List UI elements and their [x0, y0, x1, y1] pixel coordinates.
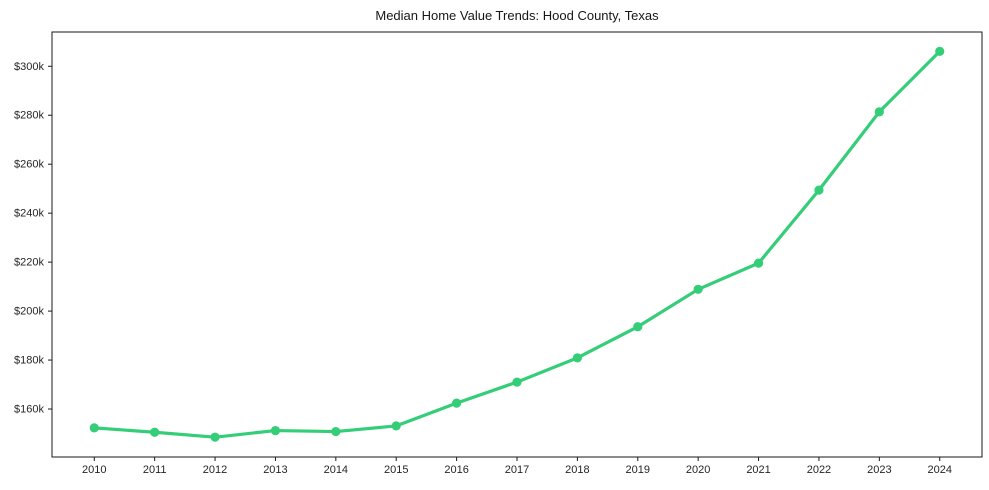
y-tick-label: $300k — [14, 61, 44, 73]
data-point-marker — [452, 398, 462, 408]
x-tick-label: 2021 — [746, 464, 770, 476]
data-point-marker — [331, 426, 341, 437]
y-tick-label: $160k — [14, 404, 44, 416]
y-tick-label: $240k — [14, 208, 44, 220]
y-tick-label: $200k — [14, 306, 44, 318]
plot-area-border — [51, 31, 983, 458]
x-tick-label: 2012 — [203, 464, 227, 476]
x-axis: 2010 2011 2012 2013 2014 2015 2016 2017 2018 2019… — [82, 457, 952, 476]
x-tick-label: 2020 — [686, 464, 710, 476]
data-point-marker — [391, 421, 401, 431]
x-tick-label: 2017 — [505, 464, 529, 476]
x-tick-label: 2023 — [867, 464, 891, 476]
y-tick-label: $220k — [14, 257, 44, 269]
x-tick-label: 2019 — [626, 464, 650, 476]
data-point-marker — [814, 185, 824, 195]
x-tick-label: 2024 — [927, 464, 951, 476]
x-tick-label: 2011 — [143, 464, 167, 476]
x-tick-label: 2010 — [82, 464, 106, 476]
data-point-marker — [572, 353, 582, 363]
data-point-marker — [633, 322, 643, 332]
x-tick-label: 2015 — [384, 464, 408, 476]
x-tick-label: 2018 — [565, 464, 589, 476]
data-point-marker — [512, 377, 522, 387]
y-axis: $160k $180k $200k $220k $240k $260k $280k $300k — [14, 61, 52, 416]
chart-title: Median Home Value Trends: Hood County, T… — [375, 8, 659, 23]
data-point-marker — [150, 427, 160, 437]
x-tick-label: 2016 — [444, 464, 468, 476]
data-point-marker — [935, 46, 945, 56]
x-tick-label: 2013 — [263, 464, 287, 476]
data-series — [89, 46, 945, 442]
y-tick-label: $180k — [14, 355, 44, 367]
data-point-marker — [89, 423, 99, 433]
data-point-marker — [874, 107, 884, 117]
x-tick-label: 2014 — [324, 464, 348, 476]
data-point-marker — [210, 432, 220, 442]
data-point-marker — [270, 425, 281, 436]
x-tick-label: 2022 — [807, 464, 831, 476]
data-point-marker — [693, 284, 703, 294]
data-point-marker — [753, 258, 764, 268]
y-tick-label: $280k — [14, 110, 44, 122]
y-tick-label: $260k — [14, 159, 44, 171]
